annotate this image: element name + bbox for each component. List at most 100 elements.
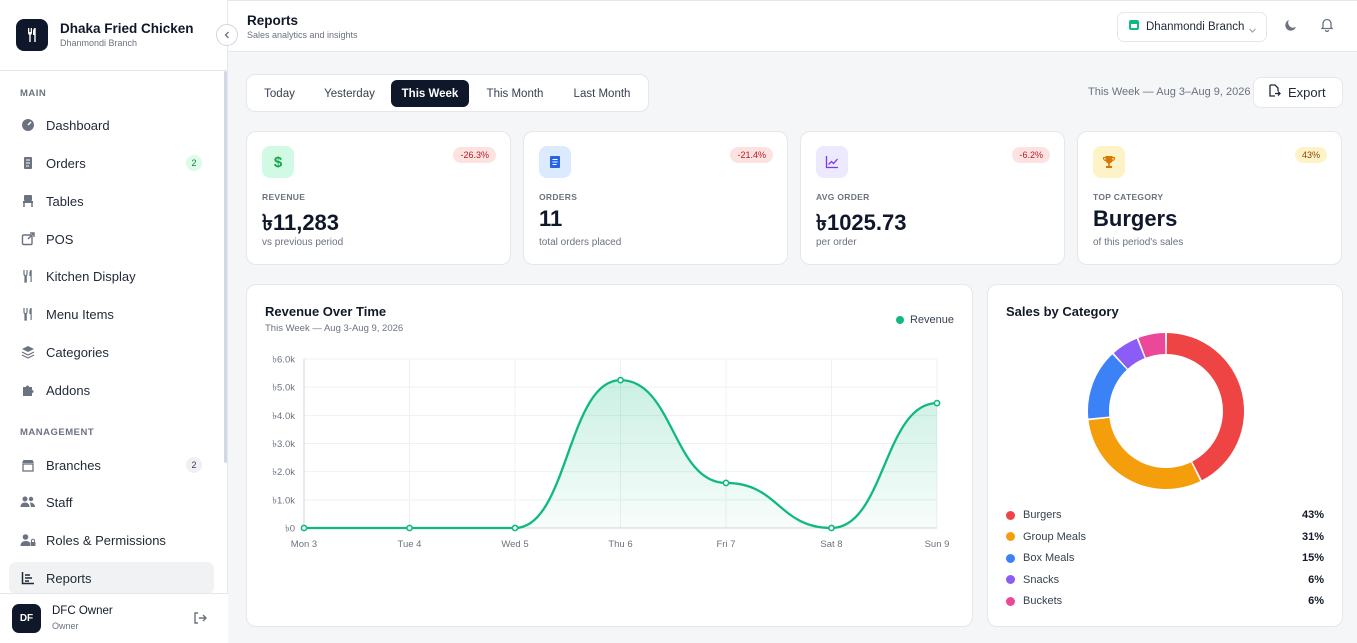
- moon-icon[interactable]: [1284, 18, 1298, 37]
- revenue-point: [828, 524, 835, 532]
- branch-select[interactable]: Dhanmondi Branch: [1117, 12, 1267, 42]
- logout-icon[interactable]: [193, 611, 207, 630]
- sidebar-item-categories[interactable]: Categories: [9, 336, 214, 368]
- utensils-icon: [20, 306, 36, 322]
- kpi-value: ৳1025.73: [816, 210, 907, 235]
- donut-slice: [1088, 354, 1127, 419]
- category-donut-chart: [1088, 333, 1244, 489]
- sidebar-item-branches[interactable]: Branches 2: [9, 449, 214, 481]
- sidebar-item-roles-permissions[interactable]: Roles & Permissions: [9, 524, 214, 556]
- chart-legend: Revenue: [895, 314, 954, 326]
- x-tick-label: Thu 6: [608, 539, 632, 550]
- legend-percentage: 6%: [1308, 573, 1324, 586]
- chevron-down-icon: [1248, 22, 1257, 40]
- user-name: DFC Owner: [52, 605, 113, 617]
- sidebar-item-label: Reports: [46, 570, 92, 586]
- brand-header: Dhaka Fried Chicken Dhanmondi Branch: [0, 0, 228, 71]
- kpi-value: ৳11,283: [262, 210, 340, 235]
- kpi-change-badge: -21.4%: [730, 147, 773, 163]
- puzzle-icon: [20, 382, 36, 398]
- branch-select-value: Dhanmondi Branch: [1146, 21, 1245, 33]
- kpi-subtext: total orders placed: [539, 237, 622, 248]
- trophy-icon: [1093, 146, 1125, 178]
- y-tick-label: ৳0: [285, 524, 295, 535]
- kpi-card-orders: -21.4% ORDERS 11 total orders placed: [523, 131, 788, 265]
- chevron-left-icon: [224, 31, 229, 39]
- user-lock-icon: [20, 532, 36, 548]
- tab-last-month[interactable]: Last Month: [573, 87, 631, 100]
- sidebar-item-kitchen-display[interactable]: Kitchen Display: [9, 260, 214, 292]
- legend-item: Buckets 6%: [1006, 593, 1324, 609]
- chart-title: Revenue Over Time: [265, 304, 387, 319]
- sidebar-item-label: Staff: [46, 494, 73, 510]
- sidebar-item-pos[interactable]: POS: [9, 223, 214, 255]
- kpi-card-avg-order: -6.2% AVG ORDER ৳1025.73 per order: [800, 131, 1065, 265]
- tab-this-month[interactable]: This Month: [486, 87, 544, 100]
- tab-today[interactable]: Today: [264, 87, 295, 100]
- brand-name: Dhaka Fried Chicken: [60, 21, 194, 36]
- x-tick-label: Tue 4: [398, 539, 422, 550]
- chair-icon: [20, 193, 36, 209]
- bell-icon[interactable]: [1320, 18, 1334, 37]
- branches-count-badge: 2: [186, 457, 202, 473]
- brand-branch: Dhanmondi Branch: [60, 38, 138, 48]
- legend-dot: [1006, 575, 1015, 584]
- external-link-icon: [20, 231, 36, 247]
- store-icon: [20, 457, 36, 473]
- sidebar-item-tables[interactable]: Tables: [9, 185, 214, 217]
- sidebar-item-staff[interactable]: Staff: [9, 486, 214, 518]
- legend-dot: [1006, 532, 1015, 541]
- revenue-chart-card: Revenue Over Time This Week — Aug 3-Aug …: [246, 284, 973, 627]
- collapse-sidebar-button[interactable]: [216, 24, 238, 46]
- user-profile-bar: DF DFC Owner Owner: [0, 593, 228, 643]
- legend-percentage: 6%: [1308, 595, 1324, 607]
- donut-slice: [1166, 333, 1244, 481]
- sidebar-scrollbar[interactable]: [224, 71, 227, 463]
- top-header: Reports Sales analytics and insights Dha…: [228, 0, 1357, 52]
- sidebar-item-label: Tables: [46, 193, 84, 209]
- date-range-label: This Week — Aug 3–Aug 9, 2026: [1088, 86, 1251, 98]
- page-subtitle: Sales analytics and insights: [247, 30, 358, 40]
- sidebar-item-menu-items[interactable]: Menu Items: [9, 298, 214, 330]
- export-button[interactable]: Export: [1253, 77, 1343, 108]
- kpi-subtext: per order: [816, 237, 857, 248]
- kpi-change-badge: 43%: [1294, 147, 1327, 163]
- sidebar-item-addons[interactable]: Addons: [9, 374, 214, 406]
- kpi-card-revenue: $ -26.3% REVENUE ৳11,283 vs previous per…: [246, 131, 511, 265]
- kpi-value: 11: [539, 206, 563, 231]
- chart-subtitle: This Week — Aug 3-Aug 9, 2026: [265, 323, 404, 334]
- users-icon: [20, 494, 36, 510]
- donut-slice: [1088, 417, 1201, 489]
- legend-dot: [1006, 596, 1015, 606]
- kpi-card-top-category: 43% TOP CATEGORY Burgers of this period'…: [1077, 131, 1342, 265]
- kpi-change-badge: -6.2%: [1012, 147, 1050, 163]
- legend-label: Revenue: [909, 314, 954, 326]
- receipt-icon: [539, 146, 571, 178]
- sidebar-item-label: Orders: [46, 155, 86, 171]
- tab-yesterday[interactable]: Yesterday: [324, 87, 375, 100]
- revenue-point: [722, 479, 730, 487]
- revenue-area-fill: [304, 380, 937, 528]
- x-tick-label: Wed 5: [501, 539, 528, 550]
- kpi-subtext: vs previous period: [262, 237, 344, 248]
- revenue-point: [617, 376, 624, 384]
- legend-percentage: 43%: [1301, 509, 1324, 521]
- trend-icon: [816, 146, 848, 178]
- sidebar-item-orders[interactable]: Orders 2: [9, 147, 214, 179]
- sidebar-item-label: Categories: [46, 344, 109, 360]
- legend-dot: [895, 316, 904, 324]
- legend-item: Group Meals 31%: [1006, 529, 1324, 545]
- legend-dot: [1006, 553, 1015, 563]
- revenue-point: [511, 524, 519, 532]
- sidebar-item-reports[interactable]: Reports: [9, 562, 214, 594]
- sidebar-item-dashboard[interactable]: Dashboard: [9, 109, 214, 141]
- donut-slice: [1138, 333, 1166, 358]
- x-tick-label: Sat 8: [820, 539, 842, 550]
- avatar[interactable]: DF: [12, 604, 41, 633]
- chart-bars-icon: [20, 570, 36, 586]
- y-tick-label: ৳5.0k: [272, 383, 295, 394]
- tab-this-week[interactable]: This Week: [391, 80, 469, 107]
- dollar-icon: $: [262, 146, 294, 178]
- sidebar-item-label: Branches: [46, 457, 101, 473]
- x-tick-label: Sun 9: [925, 539, 950, 550]
